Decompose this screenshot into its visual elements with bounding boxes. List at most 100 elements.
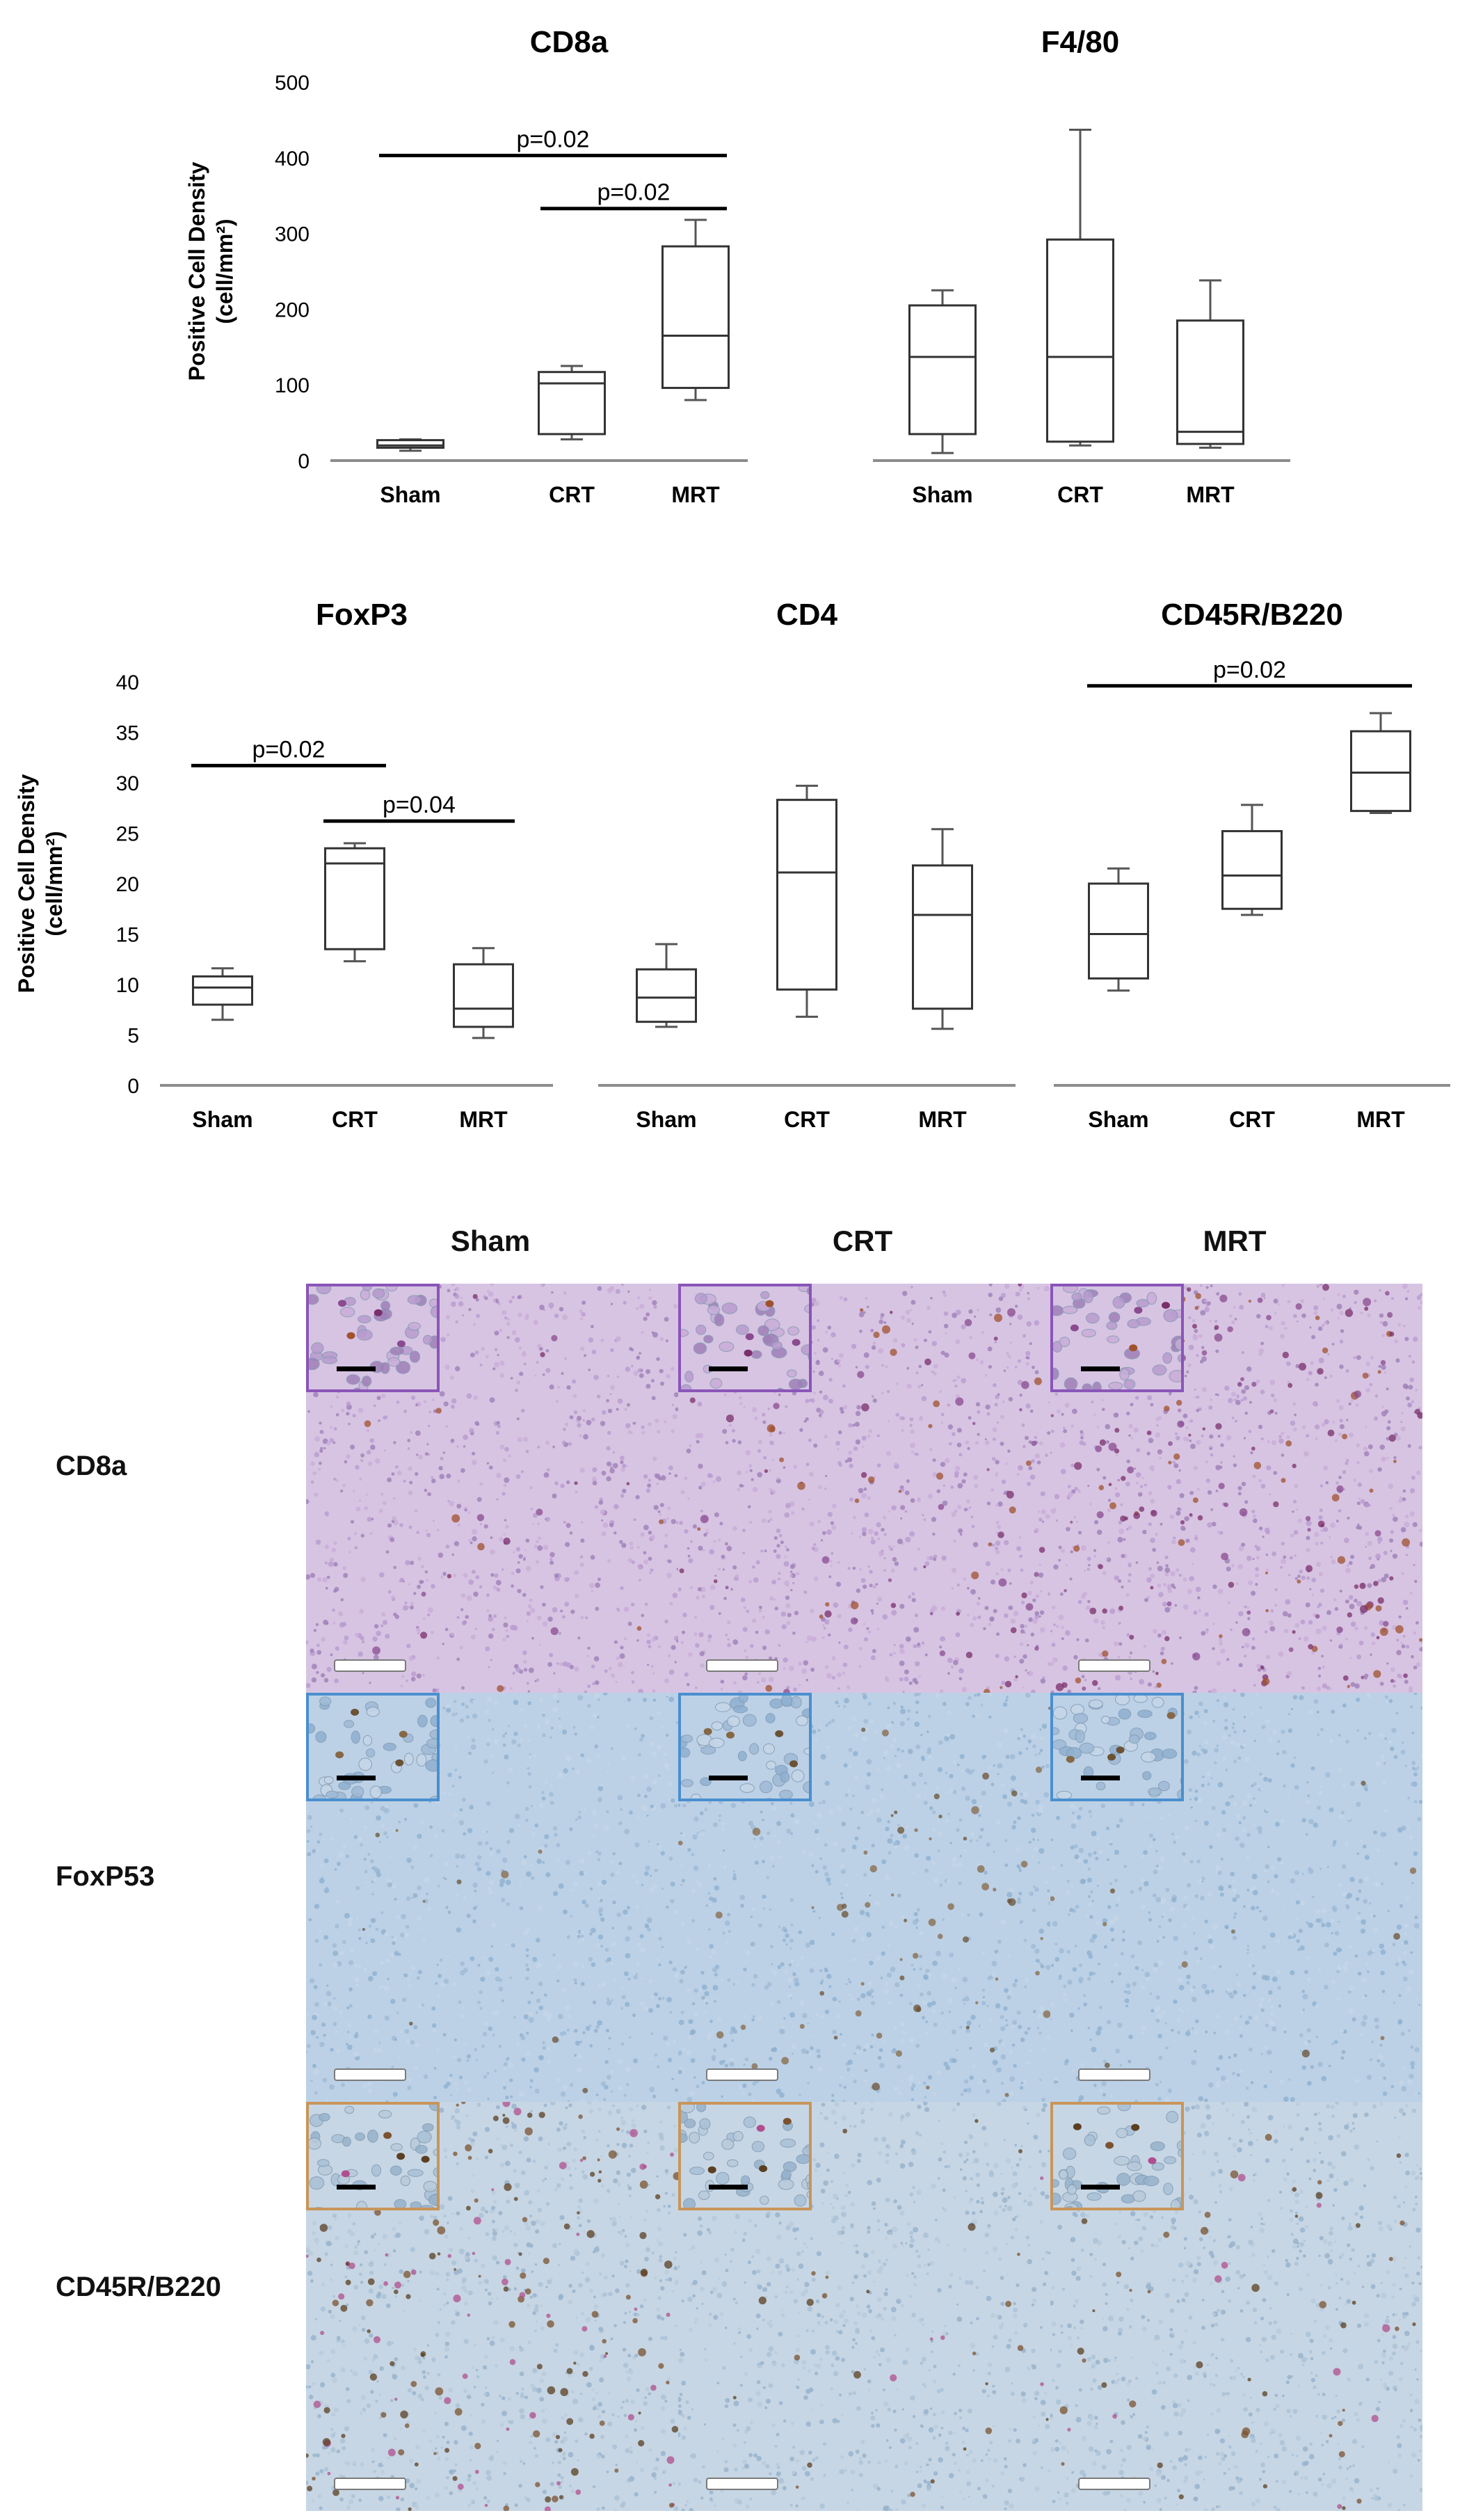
chart-title-cd45r-b220: CD45R/B220 — [1161, 598, 1343, 632]
x-tick-label-sham: Sham — [636, 1107, 696, 1132]
box-cd45r-b220-sham — [1088, 867, 1149, 992]
box-iqr — [1176, 319, 1244, 445]
p-value-label: p=0.04 — [383, 792, 456, 818]
y-tick-label: 20 — [116, 873, 139, 896]
box-cd4-mrt — [912, 828, 973, 1030]
micrograph-cd45r-b220-crt — [678, 2102, 1050, 2511]
x-tick-label-mrt: MRT — [918, 1107, 967, 1132]
scale-bar — [334, 1659, 406, 1672]
x-tick-label-crt: CRT — [784, 1107, 830, 1132]
y-tick-label: 5 — [127, 1025, 139, 1048]
y-tick-label: 30 — [116, 772, 139, 795]
y-tick-label: 25 — [116, 823, 139, 846]
box-iqr — [538, 371, 606, 436]
inset-scale-bar — [337, 2185, 376, 2190]
x-tick-label-sham: Sham — [912, 482, 972, 507]
micrograph-cd8a-crt — [678, 1284, 1050, 1693]
scale-bar — [334, 2068, 406, 2081]
column-header-crt: CRT — [832, 1225, 893, 1257]
chart-title-f4-80: F4/80 — [1041, 25, 1120, 59]
y-tick-label: 15 — [116, 924, 139, 947]
box-cd45r-b220-mrt — [1350, 712, 1411, 814]
y-tick-label: 10 — [116, 974, 139, 997]
x-tick-label-mrt: MRT — [671, 482, 720, 507]
y-tick-label: 300 — [275, 223, 310, 246]
magnified-inset — [678, 1693, 812, 1801]
inset-scale-bar — [1081, 2185, 1120, 2190]
x-tick-label-crt: CRT — [1229, 1107, 1275, 1132]
p-value-label: p=0.02 — [1213, 657, 1286, 683]
p-value-label: p=0.02 — [252, 736, 326, 763]
micrograph-cd8a-mrt — [1050, 1284, 1422, 1693]
scale-bar — [334, 2478, 406, 2490]
p-value-label: p=0.02 — [517, 127, 590, 153]
y-tick-label: 200 — [275, 298, 310, 321]
inset-scale-bar — [709, 1366, 748, 1371]
box-cd45r-b220-crt — [1221, 804, 1283, 916]
y-tick-label: 35 — [116, 722, 139, 745]
tissue-image — [1050, 2102, 1422, 2511]
y-tick-label: 0 — [127, 1075, 139, 1098]
scale-bar — [706, 2478, 778, 2490]
magnified-inset — [306, 2102, 440, 2210]
box-iqr — [1088, 882, 1149, 980]
scale-bar — [706, 1659, 778, 1672]
box-iqr — [1221, 830, 1283, 910]
chart-title-cd8a: CD8a — [530, 25, 609, 59]
inset-scale-bar — [1081, 1366, 1120, 1371]
micrograph-cd45r-b220-mrt — [1050, 2102, 1422, 2511]
column-header-mrt: MRT — [1203, 1225, 1267, 1257]
magnified-inset — [306, 1284, 440, 1392]
y-tick-label: 500 — [275, 72, 310, 95]
column-header-sham: Sham — [450, 1225, 531, 1257]
inset-scale-bar — [709, 1776, 748, 1780]
box-cd4-sham — [636, 943, 697, 1028]
box-iqr — [912, 864, 973, 1010]
box-cd4-crt — [776, 784, 837, 1018]
y-tick-label: 0 — [298, 450, 310, 473]
x-tick-label-crt: CRT — [549, 482, 595, 507]
box-iqr — [661, 245, 730, 390]
box-iqr — [453, 963, 514, 1028]
scale-bar — [706, 2068, 778, 2081]
box-cd8a-mrt — [661, 218, 730, 401]
micrograph-foxp53-crt — [678, 1693, 1050, 2102]
box-iqr — [192, 975, 253, 1006]
inset-scale-bar — [337, 1366, 376, 1371]
magnified-inset — [1050, 1693, 1184, 1801]
x-tick-label-mrt: MRT — [1186, 482, 1235, 507]
box-iqr — [1350, 730, 1411, 813]
inset-scale-bar — [709, 2185, 748, 2190]
row-header-cd8a: CD8a — [56, 1451, 127, 1481]
micrograph-grid: Sham CRT MRT CD8a FoxP53 CD45R/B220 — [0, 1197, 1476, 2520]
micrograph-cd45r-b220-sham — [306, 2102, 678, 2511]
p-value-label: p=0.02 — [597, 180, 671, 206]
x-tick-label-mrt: MRT — [1356, 1107, 1405, 1132]
x-tick-label-crt: CRT — [332, 1107, 378, 1132]
magnified-inset — [306, 1693, 440, 1801]
micrograph-foxp53-sham — [306, 1693, 678, 2102]
box-foxp3-crt — [324, 842, 385, 963]
chart-title-cd4: CD4 — [776, 598, 838, 632]
box-cd8a-crt — [538, 365, 606, 441]
box-iqr — [324, 847, 385, 950]
box-iqr — [636, 968, 697, 1023]
row-header-foxp53: FoxP53 — [56, 1861, 155, 1892]
scale-bar — [1078, 2478, 1150, 2490]
micrograph-cd8a-sham — [306, 1284, 678, 1693]
box-foxp3-sham — [192, 967, 253, 1021]
chart-title-foxp3: FoxP3 — [316, 598, 408, 632]
x-tick-label-sham: Sham — [380, 482, 440, 507]
magnified-inset — [678, 2102, 812, 2210]
inset-scale-bar — [337, 1776, 376, 1780]
magnified-inset — [678, 1284, 812, 1392]
box-iqr — [776, 799, 837, 991]
y-tick-label: 40 — [116, 671, 139, 694]
x-tick-label-sham: Sham — [1088, 1107, 1148, 1132]
inset-scale-bar — [1081, 1776, 1120, 1780]
box-cd8a-sham — [376, 438, 444, 452]
scale-bar — [1078, 1659, 1150, 1672]
magnified-inset — [1050, 2102, 1184, 2210]
box-f4-80-mrt — [1176, 279, 1244, 449]
magnified-inset — [1050, 1284, 1184, 1392]
